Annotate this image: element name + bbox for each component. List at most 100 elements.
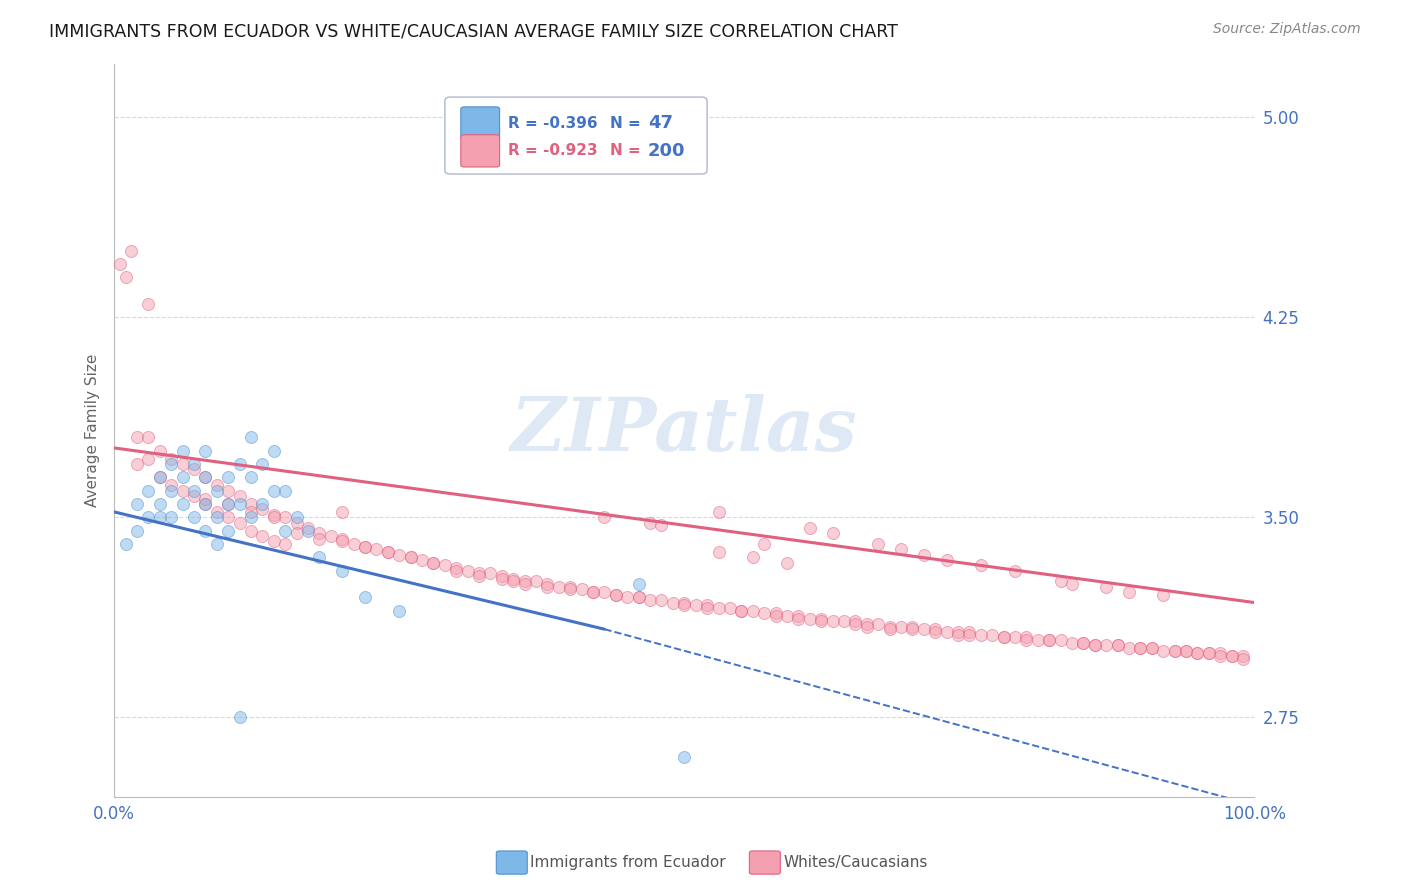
Point	[752, 537, 775, 551]
Point	[377, 545, 399, 559]
Point	[194, 470, 217, 484]
Point	[912, 548, 935, 562]
Point	[308, 526, 330, 541]
Point	[399, 550, 422, 565]
Point	[799, 611, 821, 625]
Point	[274, 537, 297, 551]
Point	[707, 545, 730, 559]
Point	[673, 598, 696, 612]
Point	[263, 510, 285, 524]
Point	[388, 548, 411, 562]
Point	[217, 497, 239, 511]
Text: N =: N =	[610, 144, 647, 159]
Point	[149, 497, 172, 511]
Point	[194, 497, 217, 511]
Point	[138, 483, 160, 498]
Point	[1129, 640, 1152, 655]
Point	[571, 582, 593, 597]
Point	[354, 540, 377, 554]
Point	[297, 521, 319, 535]
Point	[513, 574, 536, 589]
Point	[1084, 638, 1107, 652]
Point	[502, 574, 524, 589]
Text: Immigrants from Ecuador: Immigrants from Ecuador	[530, 855, 725, 870]
Point	[1060, 577, 1083, 591]
Point	[765, 606, 787, 620]
Point	[399, 550, 422, 565]
Point	[240, 524, 263, 538]
Point	[901, 619, 924, 633]
Point	[108, 257, 131, 271]
Point	[605, 588, 627, 602]
Text: ZIPatlas: ZIPatlas	[510, 394, 858, 467]
Point	[993, 630, 1015, 644]
Point	[1049, 632, 1071, 647]
Point	[1060, 635, 1083, 649]
Point	[993, 630, 1015, 644]
Point	[890, 619, 912, 633]
Point	[901, 622, 924, 636]
Point	[194, 497, 217, 511]
Point	[205, 478, 228, 492]
Point	[217, 470, 239, 484]
Point	[183, 462, 205, 476]
Point	[638, 516, 661, 530]
Point	[776, 556, 799, 570]
Point	[832, 614, 855, 628]
Point	[228, 457, 250, 471]
Point	[821, 614, 844, 628]
Point	[1220, 648, 1243, 663]
Point	[114, 270, 136, 285]
Point	[240, 470, 263, 484]
Point	[560, 582, 582, 597]
Point	[1073, 635, 1095, 649]
Point	[1004, 630, 1026, 644]
Point	[536, 580, 558, 594]
Point	[446, 564, 468, 578]
Point	[479, 566, 502, 581]
Point	[183, 457, 205, 471]
Point	[228, 497, 250, 511]
Text: IMMIGRANTS FROM ECUADOR VS WHITE/CAUCASIAN AVERAGE FAMILY SIZE CORRELATION CHART: IMMIGRANTS FROM ECUADOR VS WHITE/CAUCASI…	[49, 22, 898, 40]
Point	[217, 510, 239, 524]
Point	[274, 524, 297, 538]
Point	[263, 534, 285, 549]
Point	[638, 593, 661, 607]
Point	[240, 505, 263, 519]
Point	[1152, 588, 1174, 602]
Point	[274, 510, 297, 524]
Point	[627, 591, 650, 605]
Point	[308, 550, 330, 565]
Text: N =: N =	[610, 115, 647, 130]
Point	[1175, 643, 1198, 657]
Point	[366, 542, 388, 557]
Point	[252, 502, 274, 516]
Point	[616, 591, 638, 605]
Point	[673, 750, 696, 764]
Point	[1232, 651, 1254, 665]
Point	[593, 585, 616, 599]
Point	[981, 627, 1004, 641]
Point	[582, 585, 605, 599]
Point	[776, 608, 799, 623]
Text: 47: 47	[648, 114, 673, 132]
Point	[1118, 585, 1140, 599]
Point	[741, 603, 763, 617]
Point	[138, 430, 160, 444]
Point	[125, 430, 148, 444]
Point	[1129, 640, 1152, 655]
Point	[799, 521, 821, 535]
Point	[1198, 646, 1220, 660]
Point	[330, 534, 353, 549]
Point	[240, 510, 263, 524]
Text: R = -0.923: R = -0.923	[508, 144, 598, 159]
Point	[240, 430, 263, 444]
Point	[935, 624, 957, 639]
Point	[149, 443, 172, 458]
Point	[285, 510, 308, 524]
Point	[1015, 632, 1038, 647]
Point	[844, 616, 866, 631]
Point	[662, 595, 685, 609]
Point	[787, 611, 810, 625]
Point	[513, 577, 536, 591]
